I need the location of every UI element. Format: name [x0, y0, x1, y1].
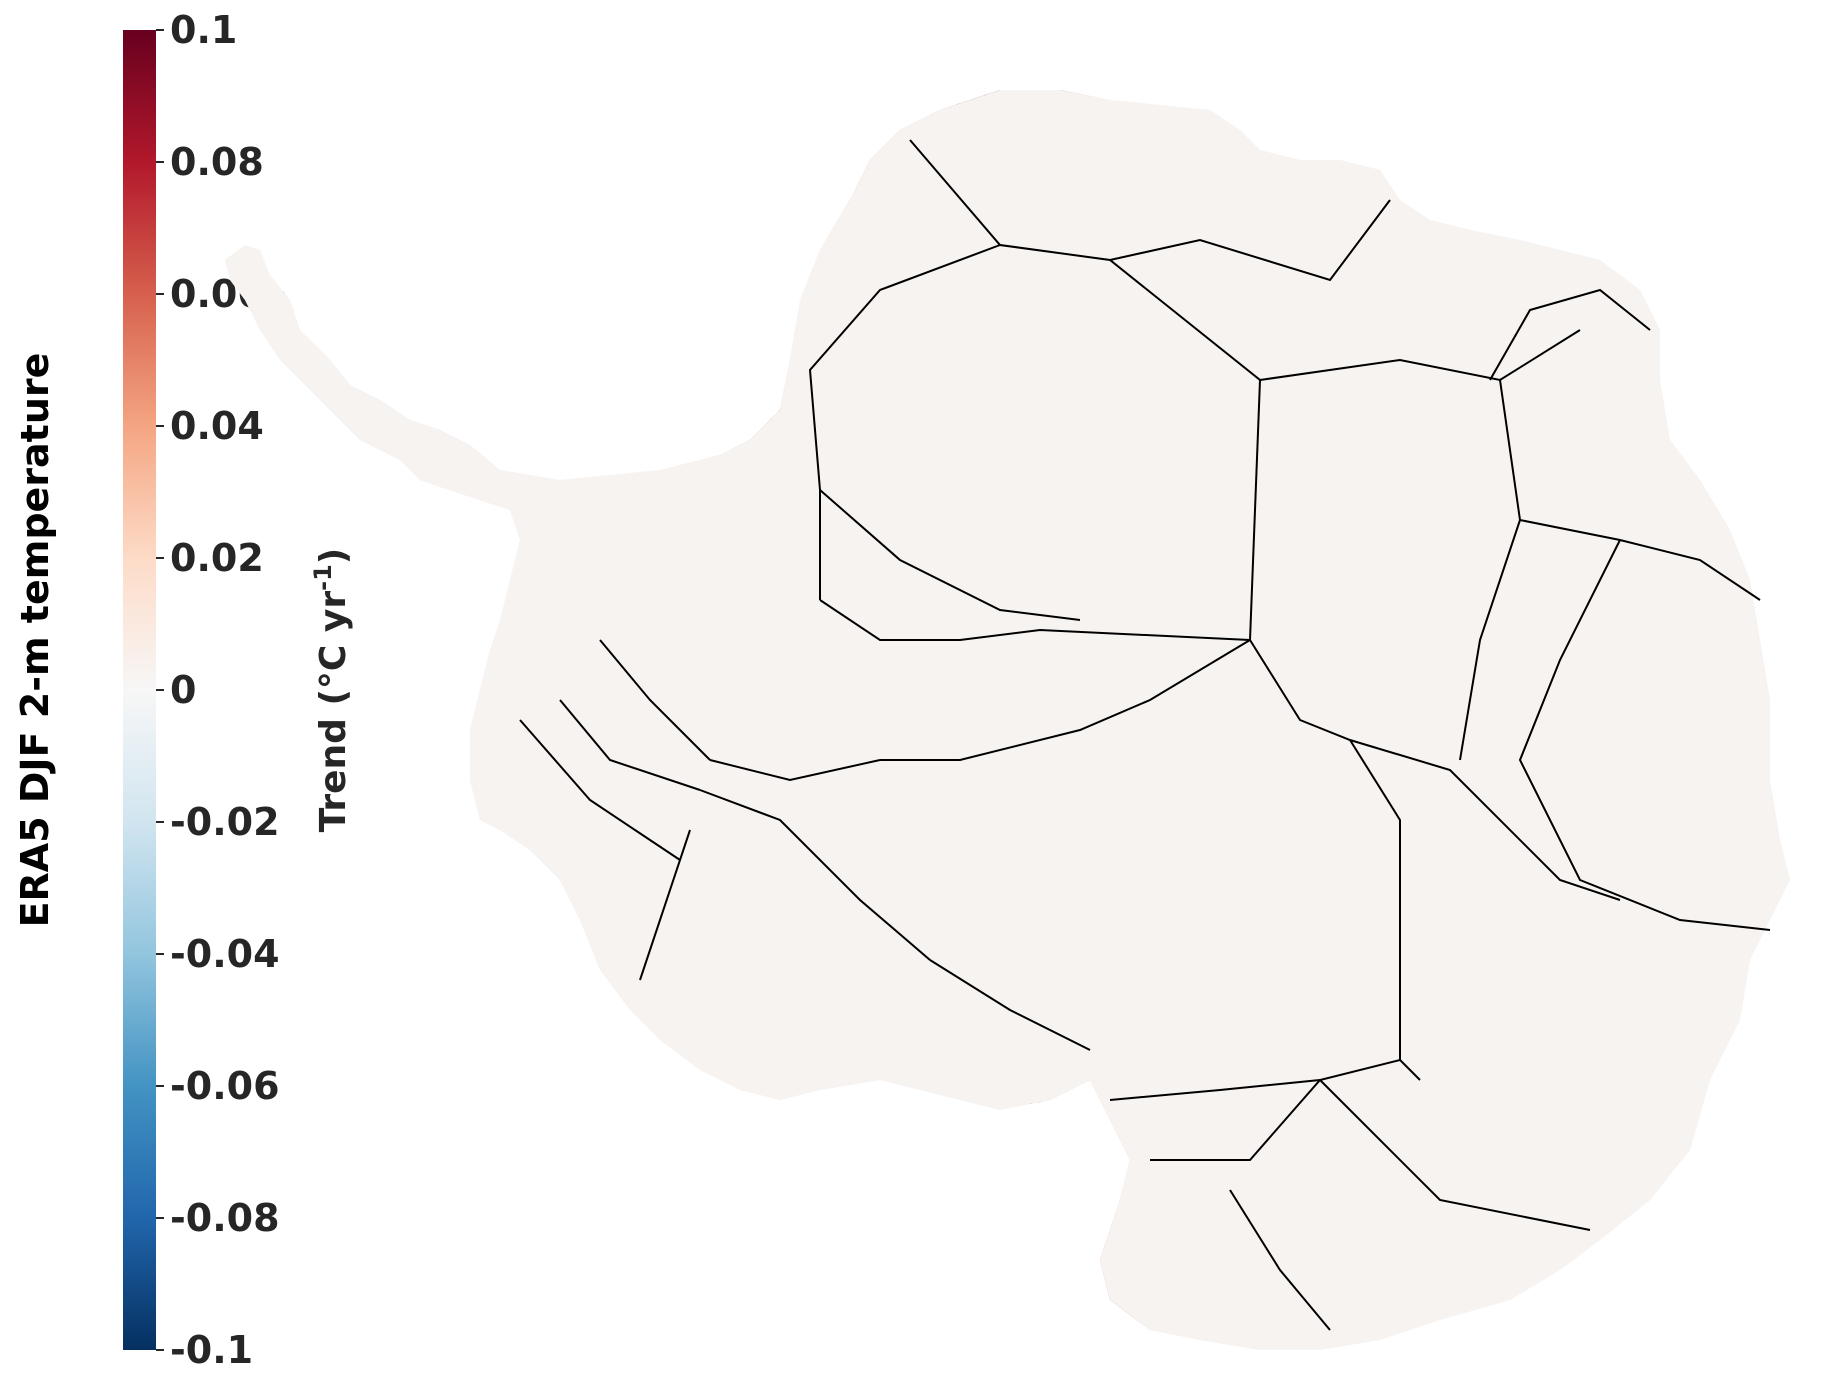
- colorbar-label-main: Trend (°C yr: [313, 591, 354, 833]
- colorbar-tick-label: 0.08: [170, 140, 264, 184]
- colorbar-tick-label: -0.1: [170, 1328, 253, 1372]
- basin-line: [1349, 739, 1421, 1081]
- colorbar-ticks: 0.10.080.060.040.020-0.02-0.04-0.06-0.08…: [156, 8, 280, 1372]
- stipple-weddell-west: [400, 495, 490, 570]
- basin-line: [1259, 329, 1581, 382]
- basin-line: [1319, 1079, 1591, 1231]
- basin-line: [819, 489, 1081, 621]
- basin-line: [559, 699, 701, 791]
- basin-line: [1109, 1079, 1321, 1101]
- colorbar-tick-label: -0.06: [170, 1064, 280, 1108]
- colorbar-label: Trend (°C yr-1): [309, 548, 354, 832]
- basin-line: [1150, 1059, 1401, 1161]
- colorbar-tick-label: 0.02: [170, 536, 264, 580]
- colorbar-label-close: ): [313, 548, 354, 564]
- colorbar-tick-label: -0.02: [170, 800, 280, 844]
- basin-line: [1489, 288, 1651, 381]
- colorbar-label-exponent: -1: [309, 564, 337, 591]
- basin-line: [599, 639, 711, 761]
- colorbar-tick-label: 0.1: [170, 8, 237, 52]
- colorbar: 0.10.080.060.040.020-0.02-0.04-0.06-0.08…: [123, 8, 280, 1372]
- colorbar-tick-label: -0.04: [170, 932, 280, 976]
- basin-line: [819, 599, 1251, 641]
- basin-line: [808, 244, 1001, 600]
- basin-line: [1109, 199, 1391, 282]
- drainage-basin-lines: [519, 139, 1771, 1331]
- basin-line: [1519, 519, 1761, 601]
- figure-title: ERA5 DJF 2-m temperature: [13, 353, 57, 928]
- basin-line: [699, 789, 931, 961]
- basin-line: [1249, 639, 1621, 901]
- colorbar-tick-label: -0.08: [170, 1196, 280, 1240]
- basin-line: [1229, 1189, 1331, 1331]
- colorbar-gradient: [123, 30, 156, 1350]
- colorbar-tick-label: 0: [170, 668, 196, 712]
- basin-line: [1518, 539, 1771, 931]
- basin-line: [519, 719, 681, 861]
- colorbar-tick-label: 0.04: [170, 404, 264, 448]
- basin-line: [880, 639, 1251, 761]
- antarctica-map: [223, 88, 1792, 1352]
- basin-line: [929, 959, 1091, 1051]
- basin-line: [1459, 379, 1522, 761]
- basin-line: [709, 759, 881, 782]
